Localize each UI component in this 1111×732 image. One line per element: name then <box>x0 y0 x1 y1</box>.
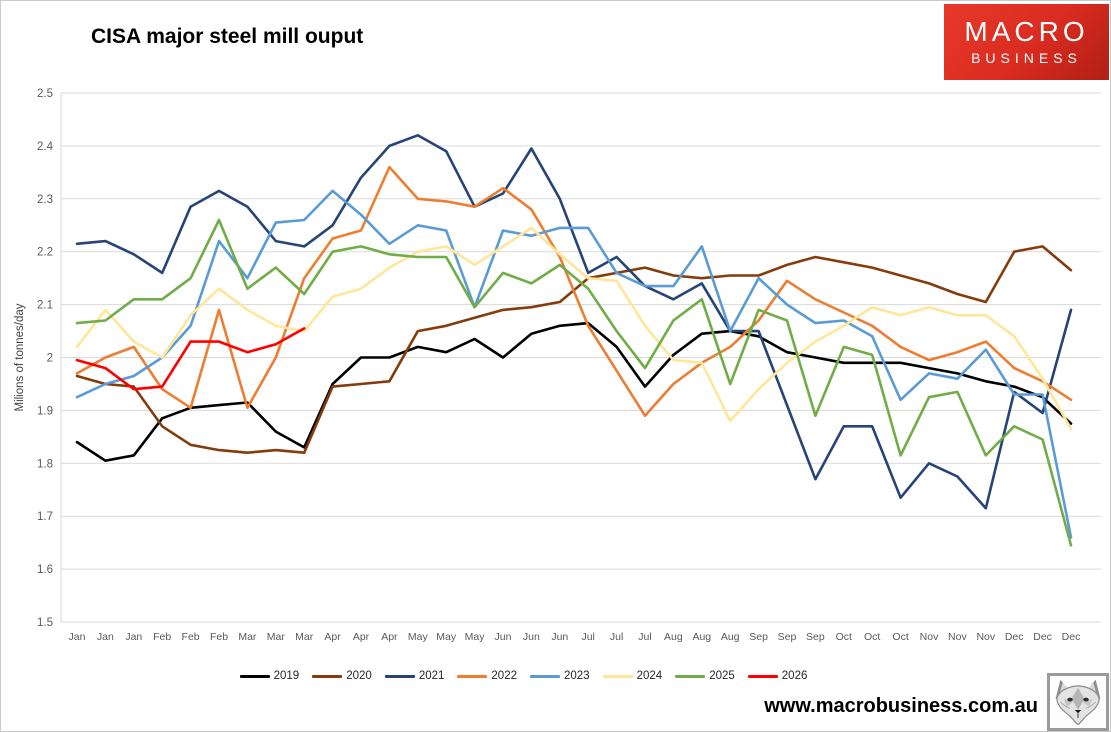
y-axis-tick-label: 1.9 <box>37 405 53 417</box>
x-axis-tick-label: Jul <box>610 631 623 643</box>
y-axis-tick-label: 1.7 <box>37 511 53 523</box>
legend-label-2025: 2025 <box>709 670 735 682</box>
x-axis-tick-label: May <box>408 631 429 643</box>
x-axis-tick-label: Jun <box>495 631 512 643</box>
x-axis-tick-label: Nov <box>920 631 939 643</box>
y-axis-tick-label: 2 <box>47 353 53 365</box>
y-axis-tick-label: 2.2 <box>37 247 53 259</box>
x-axis-tick-label: Dec <box>1005 631 1024 643</box>
x-axis-tick-label: Sep <box>749 631 768 643</box>
legend-item-2024: 2024 <box>602 670 663 682</box>
legend-swatch-2025 <box>675 674 706 678</box>
x-axis-tick-label: Jan <box>125 631 142 643</box>
logo-text-macro: MACRO <box>964 16 1089 47</box>
chart-title: CISA major steel mill ouput <box>91 25 364 48</box>
x-axis-tick-label: Nov <box>948 631 967 643</box>
x-axis-tick-label: Sep <box>778 631 797 643</box>
legend-swatch-2020 <box>312 674 343 678</box>
x-axis-tick-label: Oct <box>836 631 852 643</box>
legend-label-2021: 2021 <box>418 670 445 682</box>
x-axis-tick-label: Jun <box>523 631 540 643</box>
y-axis-tick-label: 2.3 <box>37 194 53 206</box>
chart-legend: 2019 2020 2021 2022 2023 2024 2025 2026 <box>1 665 1046 687</box>
fox-head-icon <box>1055 679 1101 726</box>
legend-item-2020: 2020 <box>312 670 372 682</box>
x-axis-tick-label: Apr <box>381 631 398 643</box>
legend-label-2022: 2022 <box>491 670 517 682</box>
x-axis-tick-label: Jan <box>69 631 86 643</box>
y-axis-tick-label: 2.4 <box>37 141 54 153</box>
legend-label-2023: 2023 <box>564 670 590 682</box>
x-axis-tick-label: Nov <box>976 631 995 643</box>
legend-label-2020: 2020 <box>346 670 372 682</box>
legend-swatch-2026 <box>747 674 778 678</box>
legend-item-2022: 2022 <box>457 670 517 682</box>
x-axis-tick-label: Feb <box>153 631 171 643</box>
legend-label-2026: 2026 <box>781 670 808 682</box>
x-axis-tick-label: May <box>436 631 457 643</box>
logo-text-business: BUSINESS <box>971 50 1082 66</box>
y-axis-tick-label: 1.5 <box>37 617 53 629</box>
series-line-2026 <box>75 327 306 391</box>
fox-logo <box>1047 673 1109 731</box>
x-axis-tick-label: Aug <box>692 631 711 643</box>
x-axis-tick-label: Aug <box>664 631 683 643</box>
x-axis-tick-label: Oct <box>892 631 908 643</box>
legend-item-2021: 2021 <box>384 670 445 682</box>
x-axis-tick-label: Jan <box>97 631 114 643</box>
series-line-2023 <box>75 189 1073 539</box>
legend-swatch-2023 <box>530 674 560 678</box>
legend-swatch-2022 <box>457 674 488 678</box>
y-axis-title: Milions of tonnes/day <box>14 303 26 411</box>
macrobusiness-logo: MACRO BUSINESS <box>944 4 1109 80</box>
series-line-2025 <box>75 218 1073 547</box>
legend-item-2019: 2019 <box>239 670 300 682</box>
watermark-url: www.macrobusiness.com.au <box>764 695 1038 717</box>
y-axis-tick-label: 1.8 <box>37 458 53 470</box>
legend-label-2024: 2024 <box>636 670 663 682</box>
series-line-2024 <box>75 226 1073 431</box>
legend-item-2025: 2025 <box>675 670 735 682</box>
x-axis-tick-label: Oct <box>864 631 880 643</box>
x-axis-tick-label: Aug <box>721 631 740 643</box>
legend-item-2023: 2023 <box>530 670 590 682</box>
x-axis-tick-label: Jul <box>638 631 651 643</box>
series-line-2021 <box>75 134 1073 510</box>
x-axis-tick-label: Mar <box>238 631 257 643</box>
legend-swatch-2024 <box>602 674 633 678</box>
x-axis-tick-label: Apr <box>353 631 370 643</box>
x-axis-tick-label: Feb <box>210 631 228 643</box>
series-line-2022 <box>75 165 1073 418</box>
legend-item-2026: 2026 <box>747 670 808 682</box>
x-axis-tick-label: Feb <box>182 631 200 643</box>
x-axis-tick-label: Mar <box>267 631 286 643</box>
y-axis-tick-label: 1.6 <box>37 564 53 576</box>
y-axis-tick-label: 2.5 <box>37 88 53 100</box>
x-axis-tick-label: Apr <box>324 631 341 643</box>
legend-swatch-2021 <box>384 674 415 678</box>
x-axis-tick-label: Jul <box>581 631 594 643</box>
x-axis-tick-label: Dec <box>1033 631 1052 643</box>
y-axis-tick-label: 2.1 <box>37 300 53 312</box>
x-axis-tick-label: May <box>465 631 486 643</box>
x-axis-tick-label: Sep <box>806 631 825 643</box>
legend-swatch-2019 <box>239 674 270 678</box>
series-line-2019 <box>75 321 1073 463</box>
x-axis-tick-label: Jun <box>551 631 568 643</box>
x-axis-tick-label: Mar <box>295 631 314 643</box>
x-axis-tick-label: Dec <box>1062 631 1081 643</box>
legend-label-2019: 2019 <box>273 670 300 682</box>
